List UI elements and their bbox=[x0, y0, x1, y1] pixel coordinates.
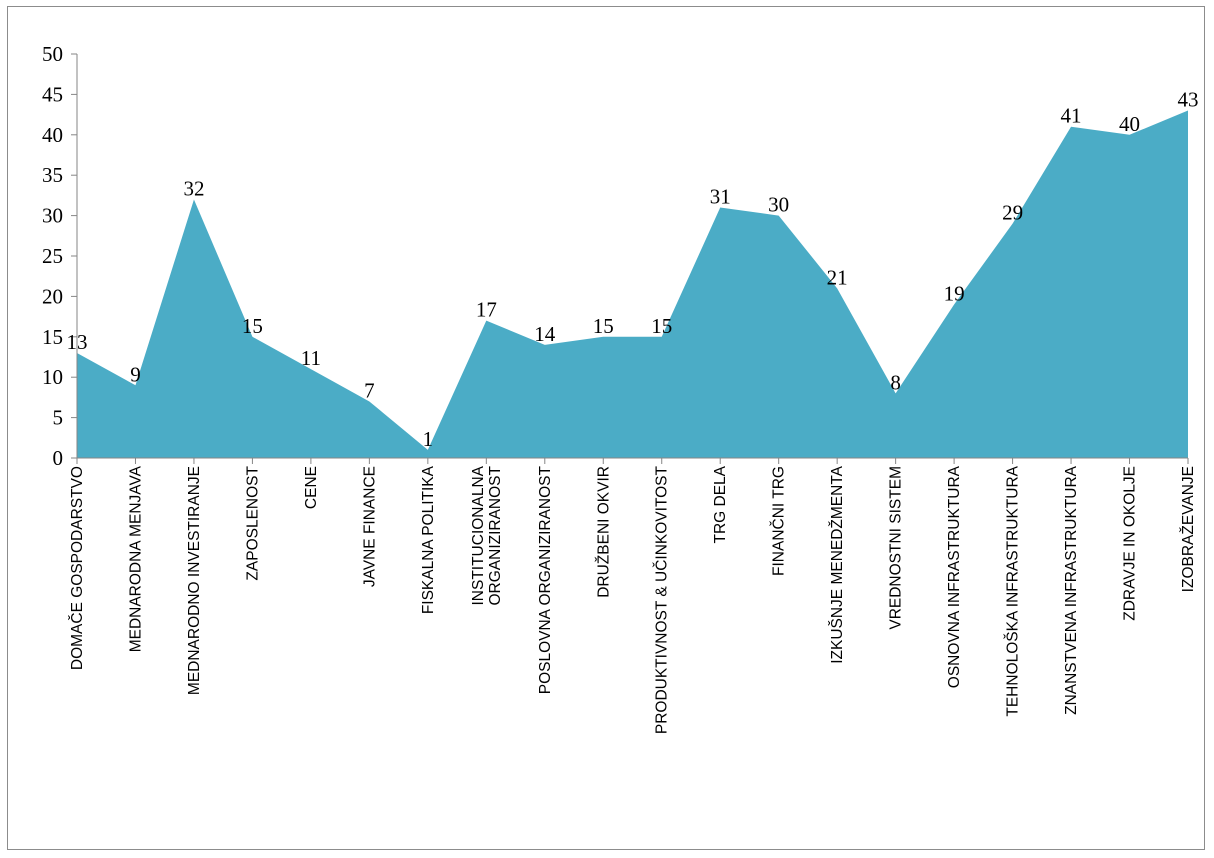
data-label: 8 bbox=[890, 370, 901, 394]
data-label: 13 bbox=[67, 330, 88, 354]
x-tick-label: MEDNARODNO INVESTIRANJE bbox=[186, 466, 203, 695]
data-label: 40 bbox=[1119, 112, 1140, 136]
x-tick-label: INSTITUCIONALNA bbox=[470, 465, 487, 605]
x-tick-label: ZAPOSLENOST bbox=[244, 465, 261, 580]
data-label: 31 bbox=[710, 185, 731, 209]
x-tick-label: ZNANSTVENA INFRASTRUKTURA bbox=[1063, 465, 1080, 715]
area-series bbox=[77, 110, 1188, 458]
data-label: 29 bbox=[1002, 201, 1023, 225]
data-label: 43 bbox=[1178, 88, 1199, 112]
x-tick-label: JAVNE FINANCE bbox=[361, 466, 378, 587]
x-tick-label: DOMAČE GOSPODARSTVO bbox=[69, 466, 86, 670]
y-tick-label: 0 bbox=[53, 446, 64, 470]
x-tick-label: OSNOVNA INFRASTRUKTURA bbox=[946, 465, 963, 688]
y-tick-label: 50 bbox=[42, 42, 63, 66]
data-label: 11 bbox=[301, 346, 321, 370]
y-tick-label: 10 bbox=[42, 365, 63, 389]
x-tick-label: VREDNOSTNI SISTEM bbox=[888, 466, 905, 630]
data-label: 15 bbox=[242, 314, 263, 338]
data-label: 32 bbox=[183, 176, 204, 200]
x-tick-label: IZOBRAŽEVANJE bbox=[1180, 466, 1197, 592]
data-label: 14 bbox=[534, 322, 556, 346]
y-tick-label: 15 bbox=[42, 325, 63, 349]
x-tick-label: MEDNARODNA MENJAVA bbox=[127, 465, 144, 652]
data-label: 15 bbox=[593, 314, 614, 338]
x-tick-label: DRUŽBENI OKVIR bbox=[595, 466, 612, 598]
data-label: 41 bbox=[1061, 104, 1082, 128]
x-tick-label: IZKUŠNJE MENEDŽMENTA bbox=[829, 465, 846, 663]
data-label: 15 bbox=[651, 314, 672, 338]
x-tick-label: ZDRAVJE IN OKOLJE bbox=[1122, 466, 1139, 621]
x-tick-label: TEHNOLOŠKA INFRASTRUKTURA bbox=[1005, 465, 1022, 716]
y-tick-label: 30 bbox=[42, 204, 63, 228]
y-tick-label: 20 bbox=[42, 284, 63, 308]
y-tick-label: 40 bbox=[42, 123, 63, 147]
data-label: 1 bbox=[423, 427, 434, 451]
data-label: 30 bbox=[768, 193, 789, 217]
x-tick-label: TRG DELA bbox=[712, 465, 729, 543]
data-label: 9 bbox=[130, 362, 141, 386]
y-tick-label: 35 bbox=[42, 163, 63, 187]
x-tick-label: FINANČNI TRG bbox=[771, 466, 788, 576]
x-tick-label: ORGANIZIRANOST bbox=[487, 465, 504, 605]
data-label: 17 bbox=[476, 298, 497, 322]
data-label: 19 bbox=[944, 281, 965, 305]
x-tick-label: POSLOVNA ORGANIZIRANOST bbox=[537, 465, 554, 694]
y-tick-label: 25 bbox=[42, 244, 63, 268]
x-tick-label: PRODUKTIVNOST & UČINKOVITOST bbox=[654, 465, 671, 734]
y-tick-label: 5 bbox=[53, 406, 64, 430]
data-label: 21 bbox=[827, 265, 848, 289]
x-tick-label: FISKALNA POLITIKA bbox=[420, 465, 437, 614]
x-tick-label: CENE bbox=[303, 466, 320, 509]
data-label: 7 bbox=[364, 378, 375, 402]
y-tick-label: 45 bbox=[42, 82, 63, 106]
